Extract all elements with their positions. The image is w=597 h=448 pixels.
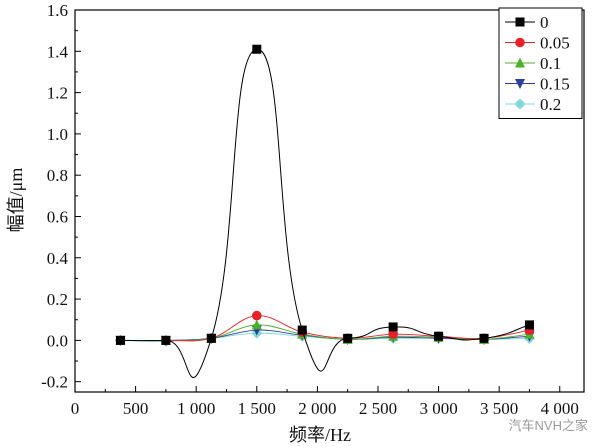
- y-tick-label: 0.0: [47, 331, 68, 350]
- data-point-marker: [161, 335, 171, 345]
- legend-item: 0.05: [505, 34, 570, 53]
- legend-label: 0: [540, 13, 549, 32]
- legend-marker: [515, 37, 525, 48]
- series-line: [120, 48, 530, 379]
- data-point-marker: [251, 319, 262, 330]
- series-0.15: [115, 325, 535, 346]
- data-point-marker: [524, 320, 534, 330]
- y-axis-title: 幅值/μm: [6, 168, 26, 233]
- legend-marker: [515, 17, 525, 27]
- legend-label: 0.05: [540, 34, 570, 53]
- y-tick-label: -0.2: [41, 373, 68, 392]
- x-tick-label: 4 000: [541, 399, 579, 418]
- data-point-marker: [206, 333, 216, 343]
- legend-label: 0.2: [540, 95, 561, 114]
- data-point-marker: [115, 335, 125, 345]
- x-tick-label: 2 500: [359, 399, 397, 418]
- y-tick-label: 0.8: [47, 166, 68, 185]
- legend-label: 0.1: [540, 54, 561, 73]
- y-tick-label: 0.2: [47, 290, 68, 309]
- series-line: [120, 324, 530, 341]
- x-tick-label: 2 000: [298, 399, 336, 418]
- legend-item: 0.1: [505, 54, 561, 73]
- series-0: [115, 44, 534, 379]
- x-tick-label: 500: [123, 399, 149, 418]
- x-tick-label: 0: [71, 399, 80, 418]
- x-axis-title: 频率/Hz: [289, 425, 351, 445]
- y-tick-label: 1.0: [47, 125, 68, 144]
- legend-label: 0.15: [540, 75, 570, 94]
- plot-border: [74, 9, 585, 393]
- y-tick-label: 1.6: [47, 1, 68, 20]
- x-tick-label: 1 500: [238, 399, 276, 418]
- legend-item: 0.15: [505, 75, 570, 94]
- y-tick-label: 0.6: [47, 207, 68, 226]
- legend-item: 0: [505, 13, 549, 32]
- y-tick-label: 1.4: [47, 42, 69, 61]
- y-tick-label: 0.4: [47, 249, 69, 268]
- legend-marker: [515, 57, 525, 68]
- series-line: [120, 315, 530, 342]
- x-tick-label: 1 000: [177, 399, 215, 418]
- legend-item: 0.2: [505, 95, 561, 114]
- data-point-marker: [297, 325, 307, 335]
- x-tick-label: 3 000: [419, 399, 457, 418]
- data-point-marker: [479, 333, 489, 343]
- legend: 0 0.050.1 0.150.2: [498, 7, 583, 119]
- x-tick-label: 3 500: [480, 399, 518, 418]
- watermark-text: 汽车NVH之家: [509, 418, 588, 433]
- legend-marker: [515, 79, 525, 89]
- data-point-marker: [252, 44, 262, 54]
- axis-ticks: 0 500 1 000 1 500 2 000 2 500 3 000 3 500 4 000 -…: [41, 1, 579, 418]
- series-layer: [114, 44, 535, 379]
- data-point-marker: [251, 310, 262, 321]
- legend-marker: [514, 98, 526, 110]
- data-point-marker: [388, 329, 398, 339]
- plot-frame: [74, 9, 585, 393]
- data-point-marker: [434, 331, 444, 341]
- data-point-marker: [343, 333, 353, 343]
- data-point-marker: [388, 322, 398, 332]
- y-tick-label: 1.2: [47, 84, 68, 103]
